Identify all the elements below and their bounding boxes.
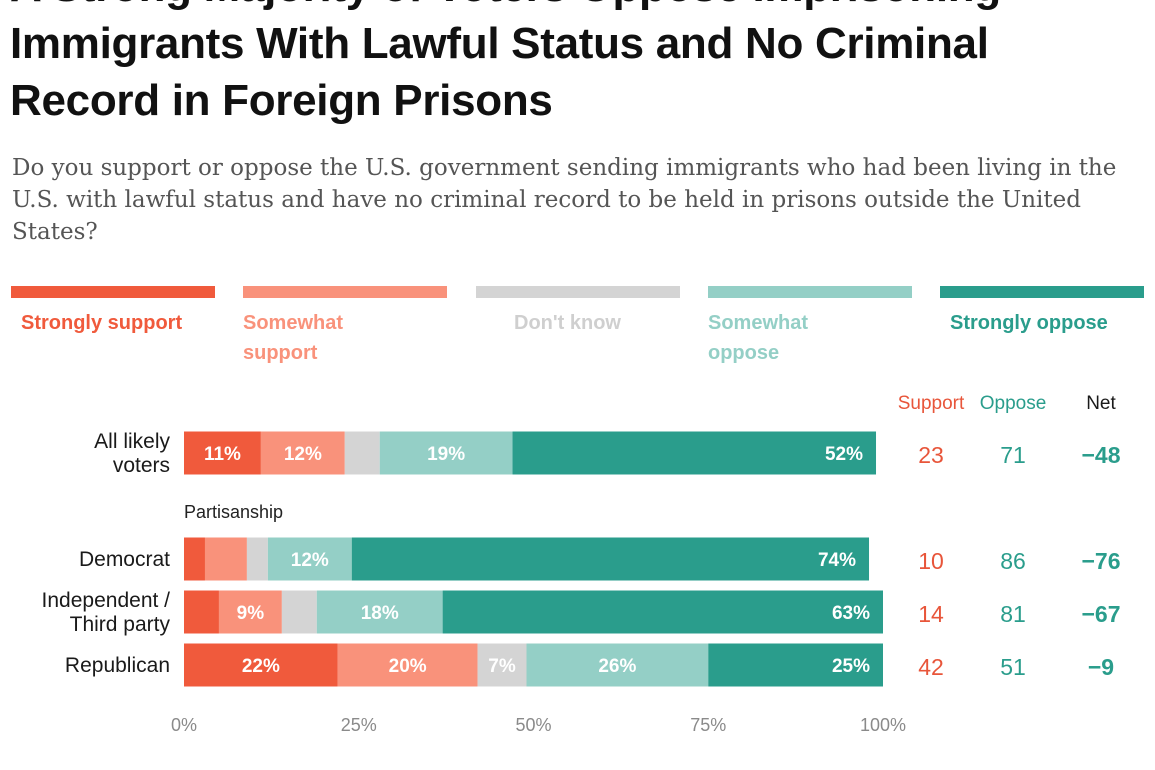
bar-segment-4 <box>316 590 443 634</box>
bar-segment-3 <box>246 537 268 581</box>
bar-value-label: 74% <box>818 550 856 571</box>
bar-value-label: 12% <box>291 550 329 571</box>
row-label-line1: All likely <box>94 430 170 453</box>
bar-segment-1 <box>184 590 219 634</box>
bar-value-label: 26% <box>598 656 636 677</box>
legend-label-strongly-support: Strongly support <box>21 312 183 334</box>
bar-segment-5 <box>351 537 870 581</box>
bar-value-label: 22% <box>242 656 280 677</box>
bar-segment-4 <box>526 643 709 687</box>
x-tick-label: 75% <box>690 715 726 735</box>
bar-value-label: 11% <box>204 444 241 465</box>
bar-segment-2 <box>260 431 345 475</box>
bar-segment-1 <box>184 537 205 581</box>
net-value: −76 <box>1081 548 1120 574</box>
bar-value-label: 9% <box>237 603 265 624</box>
net-value: −9 <box>1088 654 1114 680</box>
row-label-line2: Third party <box>70 613 171 636</box>
bar-value-label: 12% <box>284 444 322 465</box>
bar-segment-3 <box>281 590 317 634</box>
bar-segment-3 <box>477 643 527 687</box>
bar-value-label: 52% <box>825 444 863 465</box>
bar-value-label: 18% <box>361 603 399 624</box>
bar-segment-2 <box>204 537 247 581</box>
legend-label-somewhat-support: Somewhat support <box>243 312 344 364</box>
bar-segment-4 <box>267 537 352 581</box>
chart-title: A Strong Majority of Voters Oppose Impri… <box>10 0 1001 125</box>
net-value: −48 <box>1081 442 1120 468</box>
legend-swatch-strongly-support <box>11 286 215 298</box>
legend-item-somewhat-support: Somewhat support <box>243 286 447 368</box>
oppose-value: 71 <box>1000 442 1026 468</box>
legend-swatch-strongly-oppose <box>940 286 1144 298</box>
legend-label-dont-know: Don't know <box>514 312 621 334</box>
bar-value-label: 20% <box>389 656 427 677</box>
bar-segment-2 <box>218 590 282 634</box>
legend-swatch-somewhat-oppose <box>708 286 912 298</box>
bar-value-label: 63% <box>832 603 870 624</box>
legend-item-strongly-support: Strongly support <box>11 286 215 338</box>
legend-item-dont-know: Don't know <box>476 286 680 338</box>
oppose-value: 86 <box>1000 548 1026 574</box>
header-oppose: Oppose <box>980 393 1047 414</box>
bar-segment-5 <box>442 590 883 634</box>
bar-segment-5 <box>512 431 877 475</box>
support-value: 10 <box>918 548 944 574</box>
support-value: 14 <box>918 601 944 627</box>
row-label-line2: voters <box>113 454 170 477</box>
chart-subtitle: Do you support or oppose the U.S. govern… <box>12 155 1117 245</box>
x-tick-label: 25% <box>341 715 377 735</box>
oppose-value: 81 <box>1000 601 1026 627</box>
support-value: 23 <box>918 442 944 468</box>
bar-segment-1 <box>184 643 338 687</box>
support-value: 42 <box>918 654 944 680</box>
legend-label-strongly-oppose: Strongly oppose <box>950 312 1108 334</box>
bar-value-label: 19% <box>427 444 465 465</box>
group-label-partisanship: Partisanship <box>184 502 283 522</box>
x-tick-label: 0% <box>171 715 197 735</box>
legend-item-strongly-oppose: Strongly oppose <box>940 286 1144 338</box>
net-value: −67 <box>1081 601 1120 627</box>
bar-value-label: 25% <box>832 656 870 677</box>
legend-swatch-dont-know <box>476 286 680 298</box>
row-label: Republican <box>65 654 170 677</box>
legend-label-somewhat-oppose: Somewhat oppose <box>708 312 809 364</box>
x-tick-label: 100% <box>860 715 906 735</box>
row-label: Democrat <box>79 548 170 571</box>
bar-segment-1 <box>184 431 261 475</box>
header-support: Support <box>898 393 965 414</box>
row-label-line1: Independent / <box>42 589 171 612</box>
bar-segment-5 <box>708 643 883 687</box>
header-net: Net <box>1086 393 1116 414</box>
bar-segment-2 <box>337 643 478 687</box>
bar-value-label: 7% <box>488 656 516 677</box>
oppose-value: 51 <box>1000 654 1026 680</box>
x-tick-label: 50% <box>515 715 551 735</box>
legend-swatch-somewhat-support <box>243 286 447 298</box>
legend-item-somewhat-oppose: Somewhat oppose <box>708 286 912 368</box>
bar-segment-3 <box>344 431 380 475</box>
bar-segment-4 <box>379 431 513 475</box>
